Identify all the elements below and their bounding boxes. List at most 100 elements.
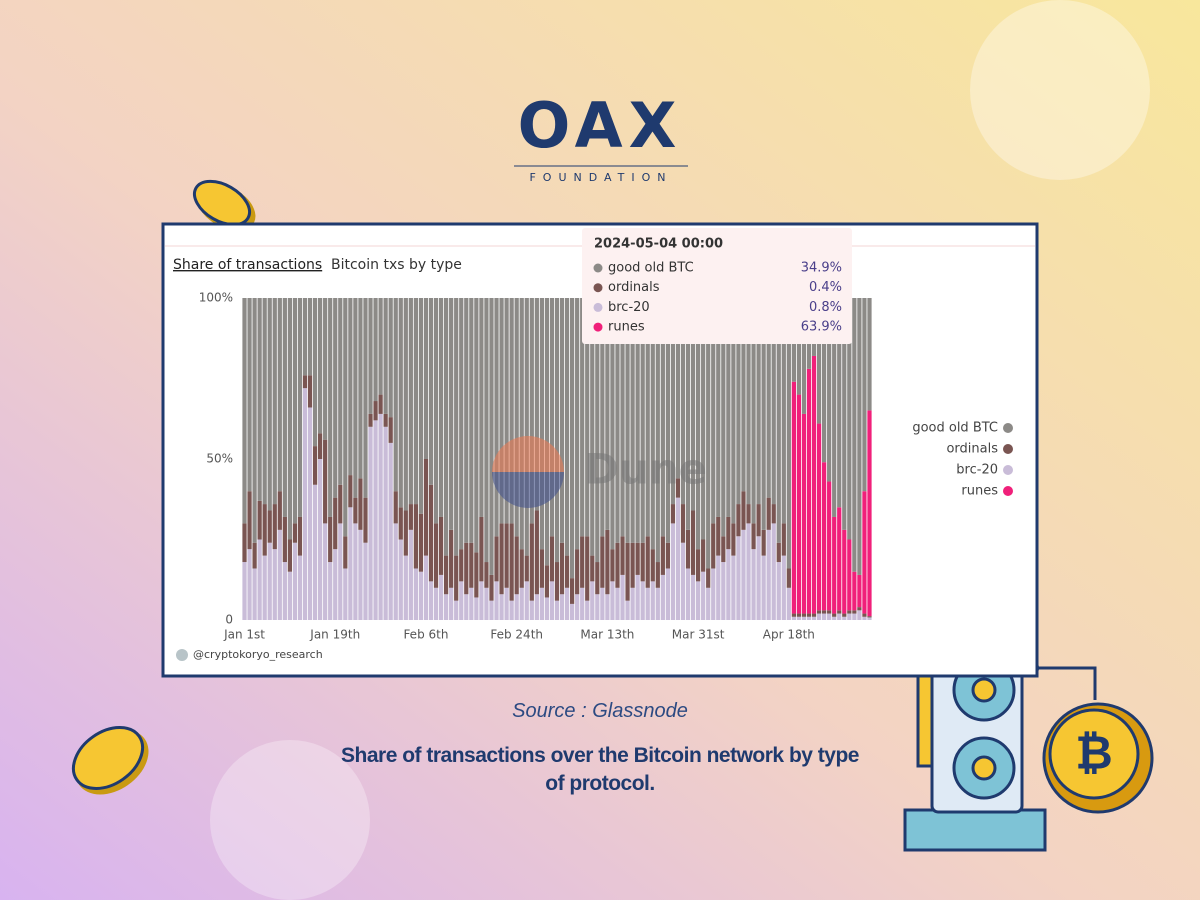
bar-segment <box>585 536 590 601</box>
bar-segment <box>312 446 318 485</box>
bar-segment <box>519 298 524 550</box>
bar-segment <box>423 555 429 620</box>
bar-segment <box>252 542 257 569</box>
legend-swatch <box>1003 486 1013 496</box>
bar-segment <box>756 298 761 505</box>
bar-segment <box>570 298 575 579</box>
bar-segment <box>645 587 650 620</box>
bar-segment <box>811 616 817 620</box>
bar-segment <box>474 552 479 598</box>
bar-segment <box>398 298 403 508</box>
bar-segment <box>731 523 736 556</box>
bar-segment <box>645 536 650 588</box>
bar-segment <box>484 587 489 620</box>
bar-segment <box>388 298 393 418</box>
bar-segment <box>559 542 565 595</box>
bar-segment <box>822 613 827 620</box>
bar-segment <box>368 426 373 620</box>
bar-segment <box>484 298 489 563</box>
bar-segment <box>444 555 449 595</box>
bar-segment <box>816 613 822 620</box>
bar-segment <box>418 298 424 514</box>
x-tick-label: Apr 18th <box>763 628 815 642</box>
bar-segment <box>559 594 565 620</box>
bar-segment <box>428 581 434 620</box>
bar-segment <box>786 587 791 620</box>
bar-segment <box>837 507 842 611</box>
bar-segment <box>655 562 660 588</box>
bar-segment <box>751 549 756 620</box>
bar-segment <box>711 568 716 620</box>
bar-segment <box>257 500 262 540</box>
bar-segment <box>680 542 686 620</box>
bar-segment <box>690 574 696 620</box>
bar-segment <box>570 578 575 604</box>
bar-segment <box>862 616 867 620</box>
bar-segment <box>534 298 539 511</box>
bar-segment <box>509 523 514 601</box>
bar-segment <box>827 613 832 620</box>
bar-segment <box>615 587 620 620</box>
bar-segment <box>494 298 499 537</box>
credit: @cryptokoryo_research <box>193 648 323 661</box>
bar-segment <box>348 298 353 476</box>
bar-segment <box>590 555 595 582</box>
bar-segment <box>751 523 756 550</box>
bar-segment <box>328 516 333 563</box>
chart-title[interactable]: Share of transactions <box>173 257 322 273</box>
bar-segment <box>696 581 701 620</box>
bar-segment <box>675 478 681 498</box>
watermark-logo <box>492 436 564 472</box>
bar-segment <box>287 571 292 620</box>
bar-segment <box>766 497 771 530</box>
tooltip-swatch <box>593 283 603 293</box>
bar-segment <box>766 298 771 498</box>
chart-subtitle: Bitcoin txs by type <box>331 257 462 273</box>
bar-segment <box>806 616 812 620</box>
bar-segment <box>746 504 751 524</box>
bar-segment <box>323 523 328 620</box>
bar-segment <box>418 571 424 620</box>
bar-segment <box>312 298 318 447</box>
bar-segment <box>282 562 287 620</box>
bar-segment <box>403 298 408 511</box>
coin <box>193 179 256 231</box>
bar-segment <box>464 594 469 620</box>
bar-segment <box>786 568 791 588</box>
bar-segment <box>761 555 766 620</box>
bar-segment <box>328 562 333 620</box>
bar-segment <box>242 523 247 563</box>
bar-segment <box>564 555 570 588</box>
bar-segment <box>635 298 640 543</box>
bar-segment <box>474 597 479 620</box>
bar-segment <box>746 523 751 620</box>
bar-segment <box>333 497 338 550</box>
bar-segment <box>378 298 383 395</box>
bar-segment <box>842 298 847 530</box>
bar-segment <box>464 298 469 543</box>
bar-segment <box>716 516 721 556</box>
bar-segment <box>539 298 544 550</box>
bar-segment <box>857 607 862 611</box>
bar-segment <box>353 497 358 524</box>
bar-segment <box>570 603 575 620</box>
bar-segment <box>847 610 852 614</box>
bar-segment <box>847 298 852 540</box>
bar-segment <box>499 298 504 524</box>
logo-name: OAX <box>518 89 683 162</box>
bar-segment <box>333 298 338 498</box>
bar-segment <box>600 536 605 588</box>
bar-segment <box>761 298 766 530</box>
bar-segment <box>852 610 857 614</box>
bar-segment <box>469 542 474 588</box>
bar-segment <box>827 481 832 611</box>
bar-segment <box>640 581 645 620</box>
bar-segment <box>852 298 857 572</box>
bar-segment <box>867 617 872 620</box>
bar-segment <box>575 298 580 550</box>
legend-swatch <box>1003 444 1013 454</box>
bar-segment <box>736 504 741 537</box>
bar-segment <box>408 298 413 505</box>
tooltip-swatch <box>593 302 603 312</box>
bar-segment <box>690 298 696 511</box>
